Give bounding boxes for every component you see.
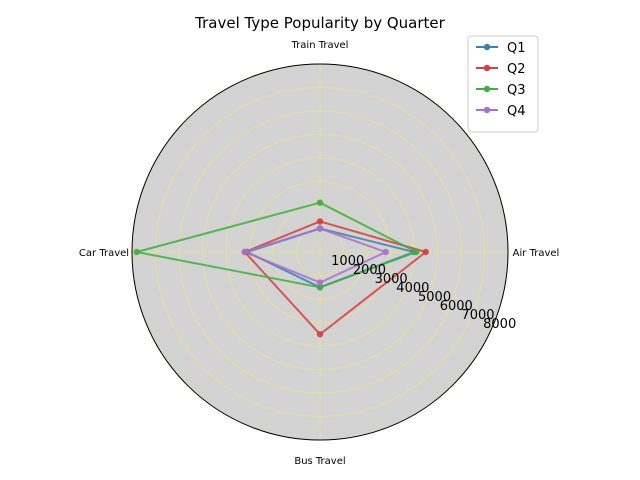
- category-label-bus-travel: Bus Travel: [294, 456, 345, 467]
- data-point-q3-train-travel: [316, 199, 324, 206]
- r-tick-label-8000: 8000: [483, 317, 516, 332]
- data-point-q4-bus-travel: [316, 279, 324, 286]
- r-tick-label-2000: 2000: [353, 263, 386, 278]
- legend-label-q3: Q3: [507, 83, 526, 98]
- chart-title: Travel Type Popularity by Quarter: [194, 14, 445, 32]
- data-point-q4-train-travel: [316, 225, 324, 232]
- legend-label-q4: Q4: [507, 104, 526, 119]
- r-tick-label-1000: 1000: [331, 254, 364, 269]
- data-point-q2-bus-travel: [316, 331, 324, 338]
- legend-marker-q1: [483, 43, 491, 51]
- legend-frame: [467, 35, 539, 133]
- data-point-q3-car-travel: [133, 248, 140, 256]
- data-point-q3-bus-travel: [316, 284, 324, 291]
- r-tick-label-7000: 7000: [461, 308, 494, 323]
- r-tick-label-5000: 5000: [418, 290, 451, 305]
- r-tick-label-4000: 4000: [396, 281, 429, 296]
- r-tick-label-3000: 3000: [375, 272, 408, 287]
- category-label-air-travel: Air Travel: [513, 248, 560, 259]
- plot-area: Air Travel Train Travel Car Travel Bus Trav…: [79, 40, 559, 467]
- category-label-car-travel: Car Travel: [79, 248, 129, 259]
- data-point-q4-car-travel: [241, 248, 248, 256]
- legend: Q1 Q2 Q3 Q4: [467, 35, 539, 133]
- r-tick-label-6000: 6000: [440, 299, 473, 314]
- legend-marker-q3: [483, 85, 491, 93]
- data-point-q3-air-travel: [413, 248, 420, 256]
- legend-label-q2: Q2: [507, 62, 526, 77]
- polar-frame: [131, 63, 509, 441]
- category-label-train-travel: Train Travel: [291, 40, 349, 51]
- data-point-q2-air-travel: [422, 248, 429, 256]
- data-point-q2-train-travel: [316, 218, 324, 225]
- legend-marker-q4: [483, 106, 491, 114]
- legend-marker-q2: [483, 64, 491, 72]
- data-point-q4-air-travel: [382, 248, 389, 256]
- legend-label-q1: Q1: [507, 41, 526, 56]
